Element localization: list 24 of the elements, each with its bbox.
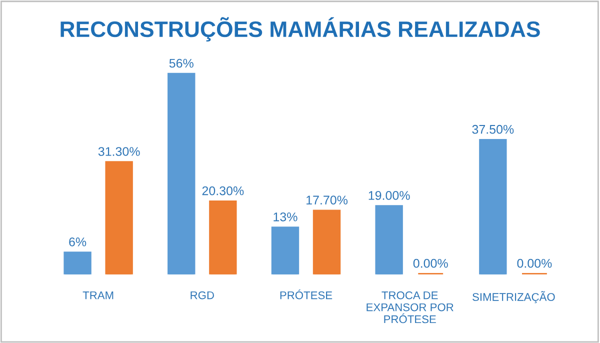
x-tick-label: SIMETRIZAÇÃO bbox=[472, 291, 555, 304]
data-label: 17.70% bbox=[306, 196, 348, 205]
data-label: 6% bbox=[69, 237, 86, 246]
data-label: 0.00% bbox=[517, 258, 552, 268]
bar bbox=[105, 161, 133, 274]
data-label: 19.00% bbox=[368, 191, 410, 200]
x-tick-label: PRÓTESE bbox=[280, 289, 332, 300]
bar bbox=[271, 226, 300, 274]
bar bbox=[168, 72, 196, 274]
data-label: 37.50% bbox=[472, 124, 514, 134]
bar bbox=[209, 200, 237, 274]
x-tick-label: TROCA DE EXPANSOR POR PRÓTESE bbox=[366, 291, 454, 324]
chart-title: RECONSTRUÇÕES MAMÁRIAS REALIZADAS bbox=[60, 17, 540, 42]
data-label: 20.30% bbox=[202, 186, 244, 196]
x-tick-label: RGD bbox=[190, 291, 214, 300]
bar bbox=[64, 252, 92, 274]
bar bbox=[479, 139, 507, 274]
bar bbox=[312, 210, 341, 274]
x-tick-label: TRAM bbox=[82, 291, 114, 300]
data-label: 31.30% bbox=[98, 147, 140, 156]
bar bbox=[375, 205, 403, 274]
data-label: 13% bbox=[274, 212, 298, 222]
data-label: 0.00% bbox=[413, 258, 448, 268]
data-label: 56% bbox=[169, 58, 194, 68]
